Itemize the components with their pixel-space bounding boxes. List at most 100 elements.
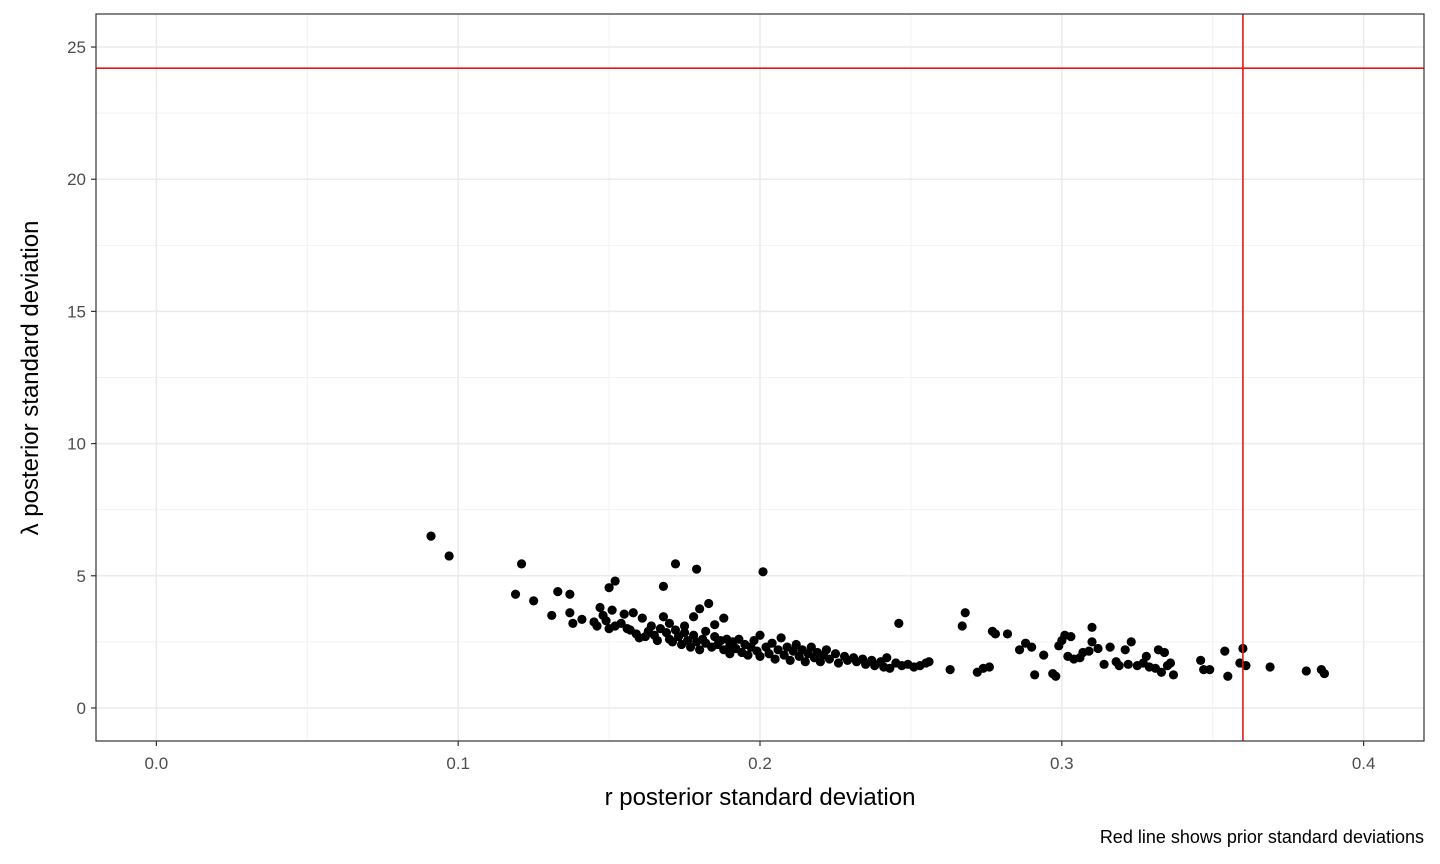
data-point [785, 655, 795, 665]
data-point [592, 621, 602, 631]
data-point [824, 654, 835, 664]
data-point [616, 618, 626, 628]
data-point [1087, 622, 1097, 632]
data-point [577, 614, 587, 624]
data-point [695, 604, 705, 614]
data-point [685, 642, 696, 652]
data-points [426, 531, 1329, 681]
data-point [776, 633, 786, 643]
data-point [637, 613, 647, 623]
data-point [764, 649, 774, 659]
data-point [719, 613, 729, 623]
data-point [773, 645, 783, 655]
data-point [1093, 643, 1103, 654]
data-point [547, 610, 557, 621]
data-point [670, 559, 681, 569]
data-point [791, 639, 801, 650]
data-point [1205, 665, 1215, 675]
data-point [426, 531, 436, 541]
data-point [1156, 667, 1167, 677]
reference-lines [96, 14, 1424, 741]
data-point [833, 658, 844, 668]
data-point [1051, 671, 1061, 681]
data-point [601, 616, 611, 626]
y-tick-label: 0 [77, 699, 86, 718]
x-tick-label: 0.2 [748, 754, 772, 773]
data-point [692, 564, 702, 574]
data-point [1265, 662, 1275, 672]
data-point [652, 635, 662, 646]
data-point [806, 642, 816, 652]
data-point [553, 587, 563, 597]
data-point [725, 649, 735, 659]
x-axis-title: r posterior standard deviation [605, 784, 916, 811]
data-point [595, 602, 605, 613]
data-point [1223, 671, 1233, 681]
data-point [565, 608, 575, 618]
data-point [565, 589, 575, 599]
data-point [894, 618, 904, 628]
data-point [758, 567, 768, 577]
data-point [1220, 646, 1230, 656]
data-point [1168, 670, 1179, 680]
data-point [1319, 668, 1329, 679]
data-point [755, 651, 765, 662]
data-point [1084, 646, 1094, 656]
data-point [755, 630, 765, 640]
data-point [945, 665, 955, 675]
data-point [734, 634, 744, 644]
data-point [1159, 647, 1170, 658]
data-point [444, 551, 454, 561]
data-point [1120, 645, 1130, 655]
data-point [607, 605, 617, 615]
y-tick-label: 20 [67, 170, 86, 189]
data-point [704, 598, 714, 609]
data-point [957, 621, 967, 631]
data-point [960, 608, 970, 618]
data-point [767, 638, 777, 648]
y-tick-label: 15 [67, 302, 86, 321]
data-point [701, 626, 711, 636]
x-tick-label: 0.1 [446, 754, 470, 773]
data-point [821, 645, 832, 655]
data-point [610, 576, 620, 586]
data-point [628, 608, 638, 618]
data-point [830, 649, 841, 659]
x-axis-ticks: 0.0 0.1 0.2 0.3 0.4 [145, 741, 1375, 773]
data-point [658, 581, 669, 591]
data-point [1014, 645, 1025, 655]
data-point [667, 637, 678, 647]
data-point [1301, 666, 1311, 676]
data-point [882, 653, 892, 663]
data-point [689, 612, 699, 622]
data-point [1030, 670, 1040, 680]
data-point [1002, 629, 1013, 639]
data-point [990, 629, 1001, 639]
data-point [1126, 637, 1136, 647]
data-point [1165, 658, 1176, 668]
data-point [710, 620, 720, 630]
data-point [679, 628, 690, 638]
y-axis-title: λ posterior standard deviation [17, 221, 44, 536]
data-point [664, 618, 675, 628]
data-point [1066, 631, 1076, 642]
data-point [1196, 655, 1206, 665]
data-point [1105, 642, 1115, 652]
x-tick-label: 0.3 [1050, 754, 1074, 773]
data-point [770, 654, 780, 664]
data-point [1141, 651, 1151, 662]
data-point [800, 657, 810, 667]
data-point [695, 645, 705, 655]
data-point [658, 612, 669, 622]
data-point [779, 650, 789, 660]
data-point [679, 621, 690, 631]
data-point [1027, 642, 1037, 652]
data-point [1123, 659, 1133, 669]
data-point [510, 589, 521, 599]
data-point [619, 609, 629, 619]
data-point [984, 662, 994, 672]
y-axis-ticks: 0 5 10 15 20 25 [67, 38, 96, 718]
x-tick-label: 0.0 [145, 754, 169, 773]
data-point [516, 559, 527, 569]
